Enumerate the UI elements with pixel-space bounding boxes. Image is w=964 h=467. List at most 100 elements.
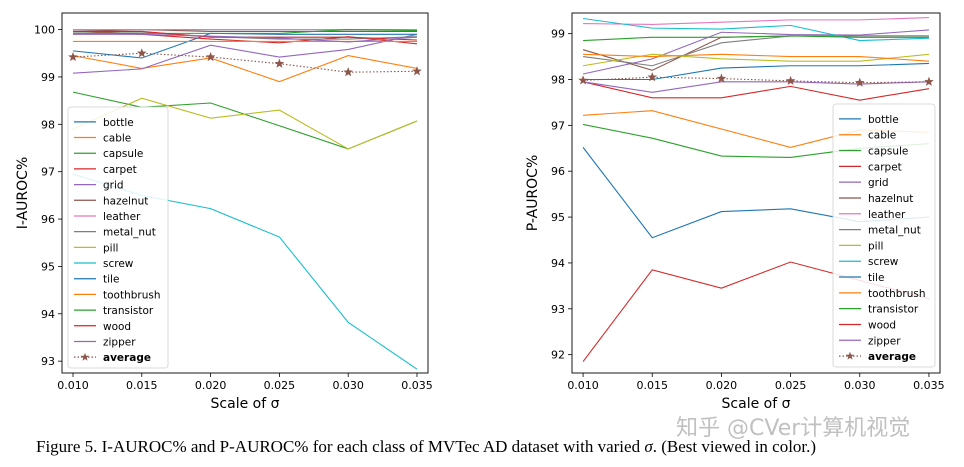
series-line-zipper (73, 33, 418, 43)
series-line-screw (582, 17, 929, 42)
plot-frame (571, 12, 941, 374)
series-line-pill (72, 97, 418, 150)
y-tick-label: 93 (551, 303, 565, 316)
series-line-grid (582, 29, 929, 75)
x-tick-label: 0.025 (775, 379, 807, 392)
series-line-zipper (582, 81, 929, 93)
x-tick-label: 0.020 (195, 379, 227, 392)
figure: 0.010 0.015 0.020 0.025 0.030 0.035 93 94 95 96 97… (15, 12, 945, 412)
legend-label-zipper: zipper (103, 336, 136, 348)
legend-label-capsule: capsule (103, 148, 143, 160)
series-line-toothbrush (583, 53, 929, 62)
x-tick-label: 0.025 (264, 379, 296, 392)
series-line-leather (583, 17, 929, 26)
legend-label-screw: screw (868, 256, 899, 268)
legend-label-zipper: zipper (868, 335, 901, 347)
legend-label-transistor: transistor (868, 304, 919, 316)
data-point-average (136, 48, 147, 58)
x-tick-label: 0.015 (126, 379, 158, 392)
plot-lines (68, 29, 422, 370)
legend-label-cable: cable (868, 130, 896, 142)
series-line-carpet (582, 81, 930, 101)
legend-box (67, 106, 169, 369)
data-point-average (274, 58, 285, 68)
x-tick-label: 0.010 (57, 379, 89, 392)
y-tick-label: 99 (41, 71, 55, 84)
chart-1: 0.010 0.015 0.020 0.025 0.030 0.035 93 94 95 96 97… (15, 12, 433, 412)
legend-label-carpet: carpet (868, 161, 902, 173)
legend-label-bottle: bottle (103, 117, 134, 129)
data-point-average (578, 75, 588, 85)
legend-marker-average (845, 351, 855, 360)
legend-label-transistor: transistor (103, 305, 154, 317)
y-tick-label: 95 (551, 211, 565, 224)
series-line-grid (72, 33, 418, 74)
data-point-average (716, 73, 727, 83)
legend-label-screw: screw (103, 258, 134, 270)
legend-label-toothbrush: toothbrush (103, 289, 161, 301)
data-point-average (854, 77, 865, 87)
legend-label-leather: leather (103, 211, 141, 223)
y-axis-label: P-AUROC% (525, 155, 541, 232)
y-tick-label: 99 (551, 28, 565, 41)
x-tick-label: 0.035 (401, 379, 433, 392)
legend-label-toothbrush: toothbrush (868, 288, 926, 300)
y-tick-label: 96 (41, 213, 55, 226)
legend-label-capsule: capsule (868, 146, 908, 158)
legend-label-grid: grid (868, 177, 889, 189)
legend-label-cable: cable (103, 133, 131, 145)
legend-label-grid: grid (103, 180, 124, 192)
y-tick-label: 96 (551, 165, 565, 178)
y-tick-label: 95 (41, 260, 55, 273)
x-tick-label: 0.015 (636, 379, 668, 392)
data-point-average (647, 72, 658, 82)
legend: bottle cable capsule carpet grid hazelnut leat… (832, 103, 936, 368)
x-tick-label: 0.030 (844, 379, 876, 392)
series-line-average (72, 52, 417, 73)
legend-box (832, 103, 936, 368)
legend: bottle cable capsule carpet grid hazelnut leat… (67, 106, 169, 369)
plot-frame (61, 12, 429, 374)
data-point-average (924, 76, 934, 86)
legend-label-hazelnut: hazelnut (868, 193, 913, 205)
x-tick-label: 0.010 (567, 379, 599, 392)
series-line-average (583, 76, 929, 84)
legend-label-tile: tile (868, 272, 884, 284)
y-tick-label: 97 (551, 119, 565, 132)
chart-2: 0.010 0.015 0.020 0.025 0.030 0.035 92 93 94 95 96… (525, 12, 945, 412)
y-tick-label: 97 (41, 166, 55, 179)
legend-label-metal_nut: metal_nut (868, 225, 921, 237)
y-tick-label: 94 (551, 257, 565, 270)
series-line-cable (72, 55, 418, 83)
caption-sigma: σ (644, 437, 653, 456)
y-axis-label: I-AUROC% (15, 157, 31, 230)
series-line-bottle (583, 62, 929, 81)
data-point-average (343, 67, 354, 77)
figure-caption: Figure 5. I-AUROC% and P-AUROC% for each… (36, 437, 946, 457)
series-line-metal_nut (582, 35, 929, 67)
legend-marker-average (80, 352, 90, 361)
data-point-average (785, 75, 796, 86)
caption-prefix: Figure 5. I-AUROC% and P-AUROC% for each… (36, 437, 645, 456)
y-tick-label: 98 (41, 118, 55, 131)
legend-label-pill: pill (868, 240, 883, 252)
y-tick-label: 93 (41, 355, 55, 368)
y-tick-label: 94 (41, 308, 55, 321)
legend-label-pill: pill (103, 242, 118, 254)
legend-label-bottle: bottle (868, 114, 899, 126)
y-tick-label: 92 (551, 349, 565, 362)
legend-label-wood: wood (103, 321, 131, 333)
series-line-transistor (583, 35, 929, 42)
x-tick-label: 0.030 (332, 379, 364, 392)
legend-label-carpet: carpet (103, 164, 137, 176)
y-tick-label: 98 (551, 73, 565, 86)
x-tick-label: 0.020 (706, 379, 738, 392)
legend-label-metal_nut: metal_nut (103, 227, 156, 239)
legend-label-wood: wood (868, 319, 896, 331)
legend-label-average: average (103, 352, 151, 364)
data-point-average (205, 51, 216, 62)
y-tick-label: 100 (34, 24, 55, 37)
legend-label-tile: tile (103, 274, 119, 286)
legend-label-average: average (868, 351, 916, 363)
x-axis-label: Scale of σ (211, 396, 280, 412)
